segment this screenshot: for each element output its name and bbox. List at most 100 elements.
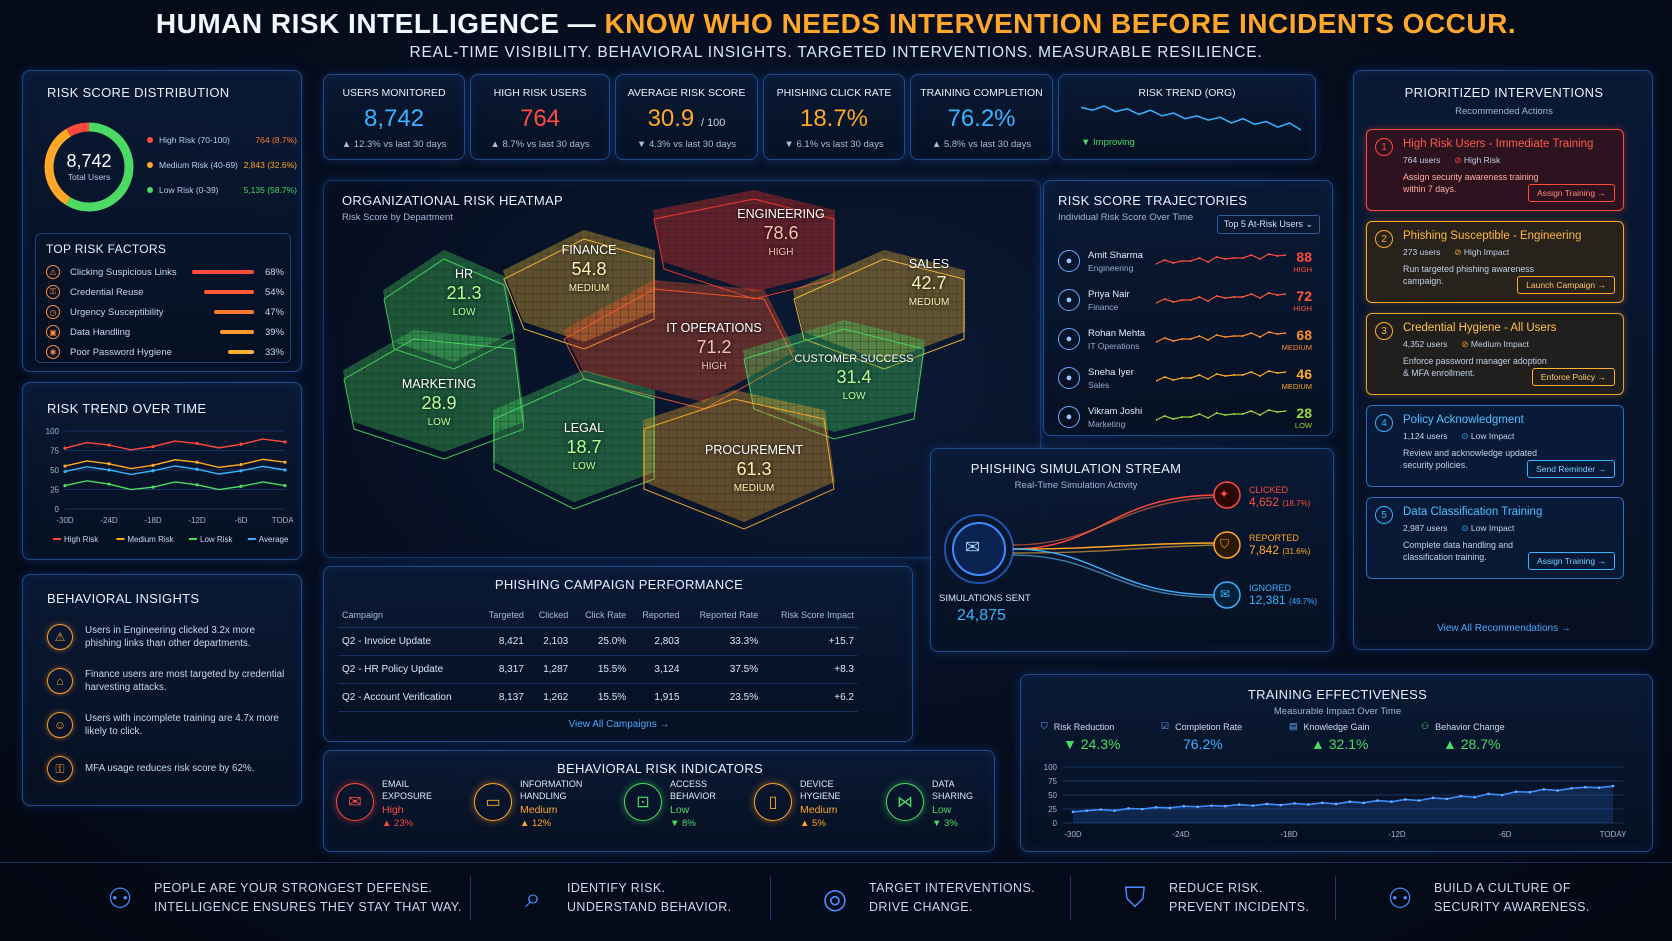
assign-training-button[interactable]: Assign Training → (1528, 552, 1615, 570)
sparkline-point (1276, 333, 1279, 335)
legend-high: High Risk (70-100) 764 (8.7%) (147, 127, 297, 152)
sparkline-point (1156, 341, 1157, 343)
data-point (1168, 806, 1172, 810)
indicator-device-hygiene[interactable]: ▯ DEVICE HYGIENE Medium ▲ 5% (754, 779, 884, 841)
intervention-card: 3 Credential Hygiene - All Users 4,352 u… (1366, 313, 1624, 395)
indicator-email-exposure[interactable]: ✉ EMAIL EXPOSURE High ▲ 23% (336, 779, 466, 841)
trajectory-row[interactable]: ● Vikram Joshi Marketing 28 LOW (1058, 399, 1312, 435)
training-effectiveness-chart: 100 75 50 25 0 -30D -24D -18D -12D -6D TODAY (1044, 763, 1627, 839)
sparkline-point (1233, 374, 1235, 376)
sparkline-point (1207, 300, 1209, 302)
insight-list: ⚠ Users in Engineering clicked 3.2x more … (47, 615, 287, 791)
clock-icon: ◷ (46, 305, 60, 319)
table-row[interactable]: Q2 - Invoice Update 8,421 2,103 25.0% 2,803 3… (338, 627, 858, 656)
behavioral-risk-indicators-panel: BEHAVIORAL RISK INDICATORS ✉ EMAIL EXPOSUR… (323, 750, 995, 852)
assign-training-button[interactable]: Assign Training → (1528, 184, 1615, 202)
send-reminder-button[interactable]: Send Reminder → (1527, 460, 1615, 478)
sparkline-point (1285, 254, 1286, 256)
book-icon: ▤ (1289, 721, 1298, 731)
panel-title: BEHAVIORAL INSIGHTS (47, 591, 200, 606)
intervention-card: 1 High Risk Users - Immediate Training 7… (1366, 129, 1624, 211)
indicator-data-sharing[interactable]: ⋈ DATA SHARING Low ▼ 3% (886, 779, 1016, 841)
shield-check-icon: ⛉ (1124, 881, 1146, 913)
kpi-users-monitored[interactable]: USERS MONITORED 8,742 ▲ 12.3% vs last 30… (323, 74, 465, 160)
sparkline-point (1198, 335, 1201, 337)
indicator-information-handling[interactable]: ▭ INFORMATION HANDLING Medium ▲ 12% (474, 779, 604, 841)
kpi-high-risk-users[interactable]: HIGH RISK USERS 764 ▲ 8.7% vs last 30 da… (470, 74, 610, 160)
share-icon: ⋈ (886, 783, 924, 821)
x-tick-label: TODAY (272, 516, 293, 525)
table-row[interactable]: Q2 - HR Policy Update 8,317 1,287 15.5% 3,12… (338, 655, 858, 684)
risk-factor-list: ⚠ Clicking Suspicious Links 68% ⚿ Credentia… (46, 262, 284, 362)
sparkline-point (1267, 253, 1270, 255)
sparkline (1156, 292, 1286, 304)
data-point (107, 443, 111, 447)
kpi-training-completion[interactable]: TRAINING COMPLETION 76.2% ▲ 5.8% vs last… (910, 74, 1053, 160)
view-all-campaigns-link[interactable]: View All Campaigns → (568, 719, 670, 730)
sparkline-point (1241, 296, 1244, 298)
data-point (1542, 788, 1546, 791)
enforce-policy-button[interactable]: Enforce Policy → (1531, 368, 1615, 386)
sparkline-point (1233, 413, 1235, 415)
data-point (1279, 803, 1282, 807)
dept-hr[interactable]: HR 21.3 LOW (446, 267, 482, 318)
dept-customer-success[interactable]: CUSTOMER SUCCESS 31.4 LOW (794, 353, 914, 402)
table-row[interactable]: Q2 - Account Verification 8,137 1,262 15.5%… (338, 683, 858, 712)
trajectory-row[interactable]: ● Priya Nair Finance 72 HIGH (1058, 282, 1312, 318)
device-icon: ▯ (754, 783, 792, 821)
launch-campaign-button[interactable]: Launch Campaign → (1517, 276, 1615, 294)
footer-item: ⛉ REDUCE RISK. PREVENT INCIDENTS. (1115, 868, 1309, 928)
trajectory-sparkline (1156, 331, 1286, 343)
data-point (195, 441, 199, 446)
sparkline-point (1250, 371, 1253, 373)
kpi-phishing-click-rate[interactable]: PHISHING CLICK RATE 18.7% ▼ 6.1% vs last… (763, 74, 905, 160)
trajectory-row[interactable]: ● Rohan Mehta IT Operations 68 MEDIUM (1058, 321, 1312, 357)
data-point (283, 484, 287, 488)
data-point (1293, 802, 1296, 805)
password-icon: ✱ (46, 345, 60, 359)
heatmap-tile-edge (643, 398, 835, 530)
legend-label: Low Risk (200, 535, 233, 544)
sparkline-point (1189, 260, 1192, 262)
heatmap-tile-grid (564, 281, 794, 401)
legend-label: High Risk (64, 535, 99, 544)
x-tick-label: TODAY (1600, 830, 1627, 839)
panel-title: PHISHING SIMULATION STREAM (970, 461, 1182, 476)
org-risk-heatmap-panel: ORGANIZATIONAL RISK HEATMAP Risk Score b… (323, 180, 1041, 558)
sparkline-point (1198, 413, 1201, 415)
sparkline-point (1241, 413, 1244, 415)
sparkline-point (1172, 418, 1175, 420)
series-line (64, 480, 286, 491)
trajectory-row[interactable]: ● Amit Sharma Engineering 88 HIGH (1058, 243, 1312, 279)
data-point (1265, 802, 1269, 806)
data-point (1417, 799, 1421, 802)
data-point (63, 446, 67, 450)
dept-legal[interactable]: LEGAL 18.7 LOW (563, 421, 605, 472)
view-all-recommendations-link[interactable]: View All Recommendations → (1437, 623, 1571, 634)
dept-sales[interactable]: SALES 42.7 MEDIUM (908, 257, 950, 308)
indicator-access-behavior[interactable]: ⊡ ACCESS BEHAVIOR Low ▼ 8% (624, 779, 754, 841)
dept-engineering[interactable]: ENGINEERING 78.6 HIGH (737, 207, 825, 258)
kpi-risk-trend-org[interactable]: RISK TREND (ORG) ▼ Improving (1058, 74, 1316, 160)
phishing-flow-lines (944, 481, 1241, 609)
title-orange: KNOW WHO NEEDS INTERVENTION BEFORE INCID… (604, 8, 1517, 39)
dept-marketing[interactable]: MARKETING 28.9 LOW (401, 377, 477, 428)
sparkline-point (1163, 259, 1166, 261)
trajectory-sparkline (1156, 292, 1286, 304)
trajectory-filter-dropdown[interactable]: Top 5 At-Risk Users ⌄ (1216, 215, 1320, 234)
dept-finance[interactable]: FINANCE 54.8 MEDIUM (561, 243, 617, 294)
trajectory-row[interactable]: ● Sneha Iyer Sales 46 MEDIUM (1058, 360, 1312, 396)
data-point (1445, 797, 1449, 801)
sparkline-point (1267, 331, 1270, 333)
sparkline-point (1156, 263, 1157, 265)
kpi-average-risk-score[interactable]: AVERAGE RISK SCORE 30.9 / 100 ▼ 4.3% vs … (615, 74, 758, 160)
risk-factor-row: ⚿ Credential Reuse 54% (46, 282, 284, 302)
x-tick-label: -6D (235, 516, 248, 525)
dept-it-operations[interactable]: IT OPERATIONS 71.2 HIGH (666, 321, 762, 372)
sparkline-point (1172, 262, 1175, 264)
sparkline-point (1241, 335, 1244, 337)
sparkline-point (1163, 376, 1166, 378)
panel-title: TRAINING EFFECTIVENESS (1247, 687, 1428, 702)
data-point (195, 483, 199, 487)
dept-procurement[interactable]: PROCUREMENT 61.3 MEDIUM (705, 443, 803, 494)
